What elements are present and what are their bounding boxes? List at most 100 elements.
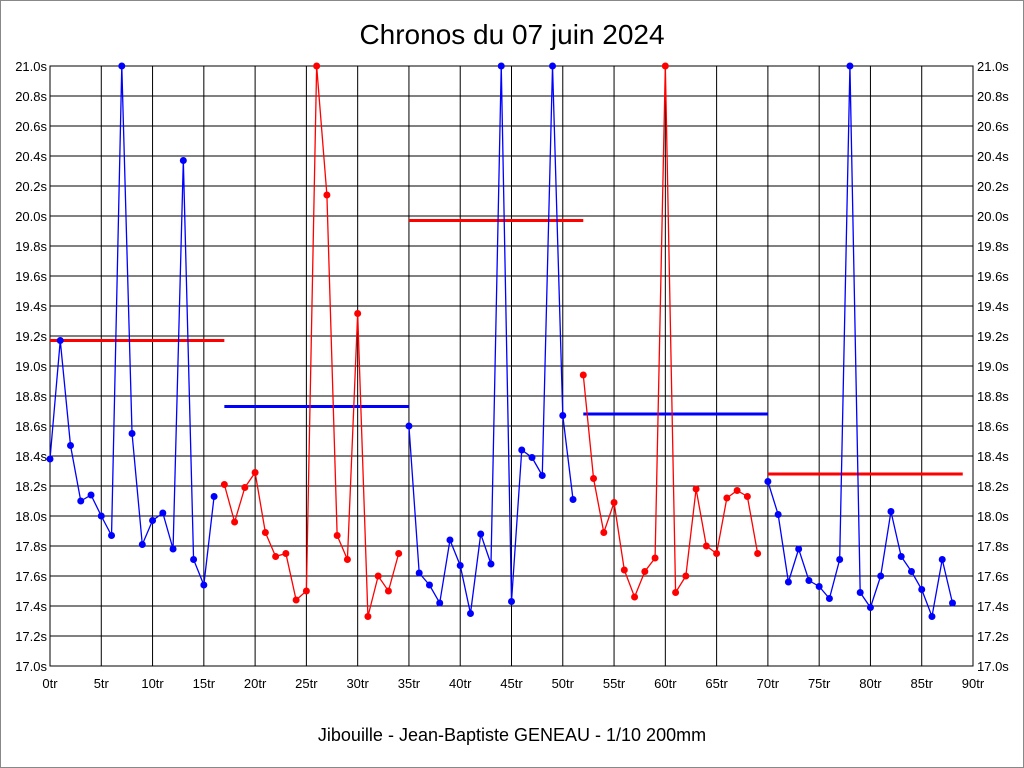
y-tick-label-right: 18.8s xyxy=(977,389,1009,404)
data-point xyxy=(784,578,792,586)
data-point xyxy=(384,587,392,595)
x-tick-label: 50tr xyxy=(552,676,575,691)
data-point xyxy=(764,478,772,485)
y-tick-label-left: 21.0s xyxy=(15,59,47,74)
data-point xyxy=(805,577,813,584)
data-point xyxy=(877,572,885,580)
x-tick-label: 75tr xyxy=(808,676,831,691)
data-point xyxy=(928,613,936,620)
x-tick-label: 80tr xyxy=(859,676,882,691)
x-tick-label: 5tr xyxy=(94,676,110,691)
data-point xyxy=(836,556,844,563)
data-point xyxy=(856,589,864,596)
data-point xyxy=(97,512,105,520)
data-point xyxy=(651,554,659,562)
data-point xyxy=(918,586,926,593)
chart-title: Chronos du 07 juin 2024 xyxy=(359,19,665,50)
y-tick-label-left: 20.0s xyxy=(15,209,47,224)
x-tick-label: 40tr xyxy=(449,676,472,691)
y-tick-label-left: 18.6s xyxy=(15,419,47,434)
data-point xyxy=(713,550,721,557)
y-tick-label-left: 20.6s xyxy=(15,119,47,134)
x-axis-label: Jibouille - Jean-Baptiste GENEAU - 1/10 … xyxy=(317,725,707,745)
y-tick-label-left: 18.4s xyxy=(15,449,47,464)
data-point xyxy=(702,542,710,550)
x-tick-label: 30tr xyxy=(346,676,369,691)
y-tick-label-right: 17.8s xyxy=(977,539,1009,554)
y-tick-label-right: 19.8s xyxy=(977,239,1009,254)
x-tick-label: 45tr xyxy=(500,676,523,691)
y-tick-label-right: 17.4s xyxy=(977,599,1009,614)
data-point xyxy=(138,541,146,548)
data-point xyxy=(938,556,946,563)
data-point xyxy=(569,496,577,503)
data-point xyxy=(333,532,341,539)
y-tick-label-left: 17.8s xyxy=(15,539,47,554)
data-point xyxy=(466,610,474,617)
data-point xyxy=(497,62,505,70)
data-point xyxy=(200,581,208,589)
data-point xyxy=(190,556,198,563)
data-point xyxy=(456,562,464,569)
data-point xyxy=(774,511,782,518)
data-point xyxy=(118,62,126,70)
y-tick-label-left: 18.2s xyxy=(15,479,47,494)
data-point xyxy=(415,569,423,577)
data-point xyxy=(231,518,239,526)
data-point xyxy=(179,157,187,164)
y-tick-label-left: 17.4s xyxy=(15,599,47,614)
x-tick-label: 20tr xyxy=(244,676,267,691)
y-tick-label-left: 19.6s xyxy=(15,269,47,284)
data-point xyxy=(323,191,331,199)
data-point xyxy=(261,529,269,536)
y-tick-label-right: 19.0s xyxy=(977,359,1009,374)
y-tick-label-right: 20.2s xyxy=(977,179,1009,194)
y-tick-label-left: 17.6s xyxy=(15,569,47,584)
y-tick-label-right: 17.2s xyxy=(977,629,1009,644)
data-point xyxy=(897,553,905,560)
data-point xyxy=(579,371,587,379)
x-tick-label: 90tr xyxy=(962,676,985,691)
data-point xyxy=(620,566,628,574)
data-point xyxy=(241,484,249,491)
data-point xyxy=(795,545,803,553)
x-tick-label: 10tr xyxy=(141,676,164,691)
series-line xyxy=(49,65,215,586)
data-point xyxy=(641,568,649,575)
data-point xyxy=(528,454,536,461)
y-tick-label-right: 19.4s xyxy=(977,299,1009,314)
data-point xyxy=(672,589,680,596)
data-point xyxy=(282,550,290,557)
x-tick-label: 85tr xyxy=(911,676,934,691)
x-tick-label: 0tr xyxy=(42,676,58,691)
y-tick-label-left: 20.2s xyxy=(15,179,47,194)
data-point xyxy=(292,596,300,604)
y-tick-label-left: 19.0s xyxy=(15,359,47,374)
y-tick-label-left: 20.8s xyxy=(15,89,47,104)
data-point xyxy=(610,499,618,506)
x-tick-label: 65tr xyxy=(705,676,728,691)
y-tick-label-right: 18.0s xyxy=(977,509,1009,524)
x-tick-label: 25tr xyxy=(295,676,318,691)
y-tick-label-left: 20.4s xyxy=(15,149,47,164)
data-point xyxy=(948,599,956,607)
data-point xyxy=(343,556,351,563)
y-tick-label-right: 17.0s xyxy=(977,659,1009,674)
data-point xyxy=(723,494,731,502)
data-point xyxy=(149,517,157,524)
data-point xyxy=(374,572,382,580)
data-point xyxy=(46,455,54,463)
y-tick-label-right: 21.0s xyxy=(977,59,1009,74)
x-tick-label: 55tr xyxy=(603,676,626,691)
data-point xyxy=(436,599,444,607)
data-point xyxy=(159,509,167,517)
data-point xyxy=(364,613,372,620)
y-tick-label-right: 20.6s xyxy=(977,119,1009,134)
y-tick-label-right: 19.2s xyxy=(977,329,1009,344)
series-line xyxy=(408,65,574,614)
data-point xyxy=(682,572,690,580)
data-point xyxy=(846,62,854,70)
x-tick-label: 15tr xyxy=(193,676,216,691)
data-point xyxy=(590,475,598,482)
